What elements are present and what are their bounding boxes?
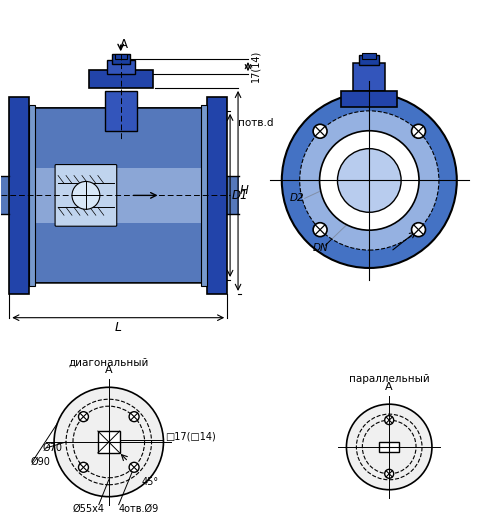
Circle shape [300, 111, 439, 250]
Text: DN: DN [312, 243, 328, 253]
Bar [353, 63, 385, 91]
Circle shape [338, 149, 401, 213]
Text: D1: D1 [232, 189, 248, 202]
Text: потв.d: потв.d [238, 118, 274, 128]
Text: 45°: 45° [142, 477, 159, 487]
Text: A: A [120, 38, 128, 51]
Bar [1, 177, 9, 214]
Bar [201, 105, 207, 286]
Bar [112, 54, 130, 64]
Circle shape [72, 181, 100, 209]
Bar [359, 55, 379, 65]
Text: H: H [240, 184, 249, 197]
Circle shape [129, 412, 139, 422]
Bar [207, 97, 227, 294]
Circle shape [411, 124, 426, 138]
Bar [29, 105, 35, 286]
Bar [201, 105, 207, 286]
Circle shape [54, 387, 163, 497]
Circle shape [313, 222, 327, 237]
Text: параллельный: параллельный [349, 375, 430, 385]
Bar [23, 168, 213, 223]
Circle shape [79, 412, 89, 422]
Bar [341, 91, 397, 107]
Circle shape [385, 416, 394, 424]
Bar [9, 97, 29, 294]
Circle shape [346, 404, 432, 490]
Bar [115, 54, 126, 59]
Text: A: A [385, 382, 393, 392]
Bar [105, 111, 137, 129]
Text: диагональный: диагональный [68, 357, 149, 367]
Text: □17(□14): □17(□14) [165, 431, 216, 441]
FancyBboxPatch shape [20, 108, 216, 283]
Text: Ø55x4: Ø55x4 [73, 503, 105, 513]
Bar [362, 53, 376, 59]
Bar [379, 442, 399, 452]
Text: 17(14): 17(14) [250, 50, 260, 82]
Text: 4отв.Ø9: 4отв.Ø9 [119, 503, 159, 513]
Text: A: A [105, 366, 113, 376]
Circle shape [282, 93, 457, 268]
Bar [105, 91, 137, 131]
FancyBboxPatch shape [55, 165, 117, 226]
Circle shape [313, 124, 327, 138]
Circle shape [320, 131, 419, 230]
Bar [98, 431, 120, 453]
Text: L: L [114, 321, 121, 334]
Bar [227, 177, 239, 214]
Circle shape [129, 462, 139, 472]
Bar [89, 70, 153, 88]
Circle shape [79, 462, 89, 472]
Bar [107, 60, 135, 74]
Circle shape [411, 222, 426, 237]
Bar [29, 105, 35, 286]
Circle shape [385, 469, 394, 478]
Text: Ø70: Ø70 [42, 443, 62, 453]
Text: D2: D2 [290, 194, 305, 204]
Text: Ø90: Ø90 [30, 457, 50, 467]
